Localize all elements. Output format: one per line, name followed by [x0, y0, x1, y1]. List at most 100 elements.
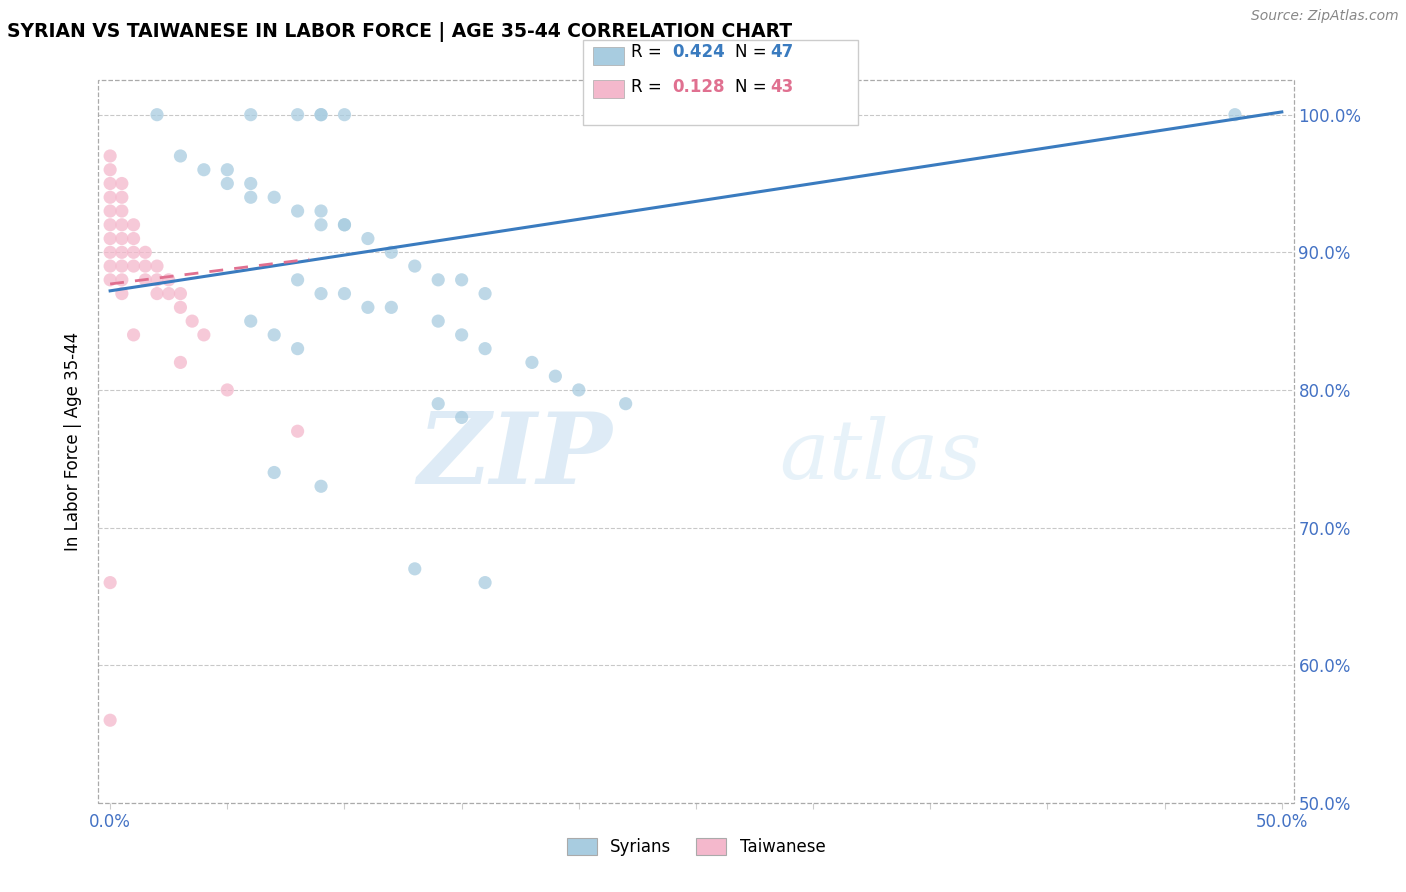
Point — [287, 342, 309, 356]
Point — [450, 327, 472, 342]
Point — [287, 108, 309, 122]
Point — [263, 190, 285, 204]
Point — [309, 108, 332, 122]
Point — [357, 231, 380, 245]
Point — [217, 177, 239, 191]
Point — [111, 190, 134, 204]
Point — [98, 149, 121, 163]
Point — [309, 479, 332, 493]
Point — [520, 355, 543, 369]
Point — [474, 342, 496, 356]
Point — [474, 575, 496, 590]
Point — [122, 231, 145, 245]
Point — [333, 218, 356, 232]
Point — [309, 108, 332, 122]
Point — [122, 218, 145, 232]
Text: 0.128: 0.128 — [672, 78, 724, 95]
Point — [122, 327, 145, 342]
Point — [169, 355, 191, 369]
Point — [1223, 108, 1246, 122]
Point — [98, 259, 121, 273]
Point — [146, 286, 169, 301]
Point — [169, 149, 191, 163]
Point — [309, 204, 332, 219]
Point — [98, 190, 121, 204]
Text: 43: 43 — [770, 78, 794, 95]
Text: ZIP: ZIP — [418, 408, 613, 504]
Text: R =: R = — [631, 78, 668, 95]
Point — [111, 177, 134, 191]
Point — [309, 218, 332, 232]
Point — [427, 397, 450, 411]
Point — [357, 301, 380, 315]
Text: N =: N = — [735, 78, 772, 95]
Point — [111, 245, 134, 260]
Point — [157, 286, 180, 301]
Point — [98, 162, 121, 177]
Point — [263, 466, 285, 480]
Point — [193, 162, 215, 177]
Point — [239, 190, 262, 204]
Point — [134, 245, 156, 260]
Point — [98, 245, 121, 260]
Point — [544, 369, 567, 384]
Point — [169, 301, 191, 315]
Point — [450, 410, 472, 425]
Point — [287, 273, 309, 287]
Point — [111, 218, 134, 232]
Legend: Syrians, Taiwanese: Syrians, Taiwanese — [560, 831, 832, 863]
Text: Source: ZipAtlas.com: Source: ZipAtlas.com — [1251, 9, 1399, 23]
Point — [98, 177, 121, 191]
Point — [98, 713, 121, 727]
Point — [193, 327, 215, 342]
Point — [169, 286, 191, 301]
Point — [146, 273, 169, 287]
Point — [380, 245, 402, 260]
Text: SYRIAN VS TAIWANESE IN LABOR FORCE | AGE 35-44 CORRELATION CHART: SYRIAN VS TAIWANESE IN LABOR FORCE | AGE… — [7, 22, 792, 42]
Point — [111, 259, 134, 273]
Point — [98, 204, 121, 219]
Point — [134, 259, 156, 273]
Point — [98, 231, 121, 245]
Point — [239, 177, 262, 191]
Text: N =: N = — [735, 43, 772, 61]
Point — [287, 424, 309, 438]
Point — [217, 162, 239, 177]
Point — [98, 218, 121, 232]
Point — [98, 575, 121, 590]
Point — [380, 301, 402, 315]
Point — [568, 383, 591, 397]
Point — [217, 383, 239, 397]
Text: atlas: atlas — [779, 416, 981, 496]
Point — [157, 273, 180, 287]
Point — [404, 259, 426, 273]
Point — [474, 286, 496, 301]
Point — [111, 231, 134, 245]
Point — [287, 204, 309, 219]
Text: 0.424: 0.424 — [672, 43, 725, 61]
Point — [98, 273, 121, 287]
Point — [146, 259, 169, 273]
Point — [134, 273, 156, 287]
Text: R =: R = — [631, 43, 668, 61]
Point — [122, 245, 145, 260]
Y-axis label: In Labor Force | Age 35-44: In Labor Force | Age 35-44 — [65, 332, 83, 551]
Point — [404, 562, 426, 576]
Point — [111, 273, 134, 287]
Point — [614, 397, 637, 411]
Point — [427, 314, 450, 328]
Point — [239, 108, 262, 122]
Point — [263, 327, 285, 342]
Text: 47: 47 — [770, 43, 794, 61]
Point — [181, 314, 204, 328]
Point — [309, 286, 332, 301]
Point — [239, 314, 262, 328]
Point — [427, 273, 450, 287]
Point — [111, 204, 134, 219]
Point — [333, 286, 356, 301]
Point — [146, 108, 169, 122]
Point — [333, 108, 356, 122]
Point — [450, 273, 472, 287]
Point — [111, 286, 134, 301]
Point — [122, 259, 145, 273]
